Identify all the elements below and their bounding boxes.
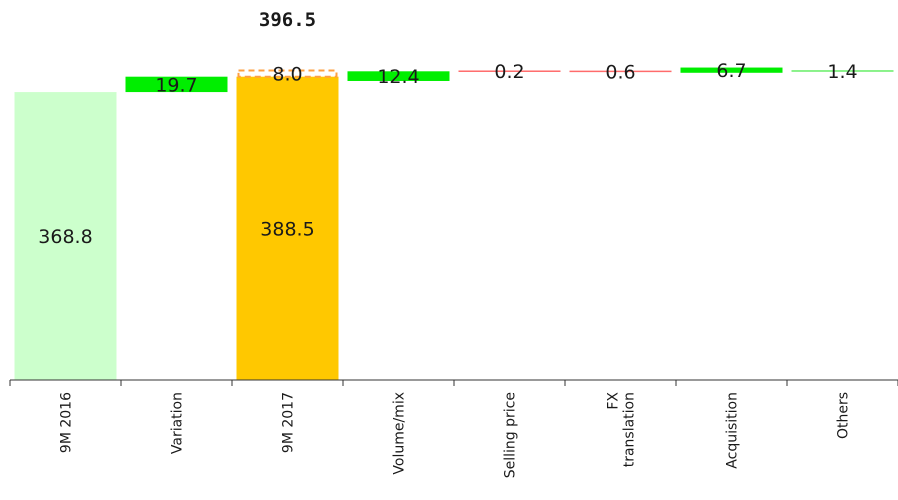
bar-others bbox=[791, 70, 894, 72]
x-tick-label-selling-price: Selling price bbox=[503, 392, 519, 478]
x-tick-label-acquisition: Acquisition bbox=[725, 392, 741, 469]
bar-9m-2017 bbox=[236, 76, 339, 381]
x-tick-label-9m-2016: 9M 2016 bbox=[59, 392, 75, 453]
x-tick-label-others: Others bbox=[836, 392, 852, 439]
bars-layer bbox=[14, 67, 894, 381]
value-label-9m-2016: 368.8 bbox=[38, 226, 92, 248]
bar-volume-mix bbox=[347, 71, 450, 81]
value-label-variation: 19.7 bbox=[155, 74, 197, 96]
value-label-9m-2017: 388.5 bbox=[260, 218, 314, 240]
bar-fx-translation bbox=[569, 70, 672, 73]
value-label-fx-translation: 0.6 bbox=[605, 61, 635, 83]
x-tick-label-volume-mix: Volume/mix bbox=[392, 392, 408, 475]
value-label-acquisition: 6.7 bbox=[716, 60, 746, 82]
value-label-others: 1.4 bbox=[827, 61, 857, 83]
x-tick-label-fx-translation: FXtranslation bbox=[606, 392, 638, 468]
value-label-volume-mix: 12.4 bbox=[377, 66, 419, 88]
bar-dashed-increment bbox=[237, 69, 338, 78]
bar-selling-price bbox=[458, 70, 561, 72]
value-labels-layer: 368.8 19.7 388.5 12.4 0.2 0.6 6.7 1.4 8.0 bbox=[38, 60, 857, 248]
total-label: 396.5 bbox=[259, 9, 316, 31]
value-label-selling-price: 0.2 bbox=[494, 61, 524, 83]
bar-9m-2016 bbox=[14, 92, 117, 380]
x-tick-label-9m-2017: 9M 2017 bbox=[281, 392, 297, 453]
bar-variation bbox=[125, 76, 228, 93]
bar-acquisition bbox=[680, 67, 783, 73]
value-label-dashed-increment: 8.0 bbox=[272, 64, 302, 86]
x-tick-label-variation: Variation bbox=[170, 392, 186, 454]
x-axis: 9M 2016 Variation 9M 2017 Volume/mix Selling… bbox=[9, 379, 898, 478]
